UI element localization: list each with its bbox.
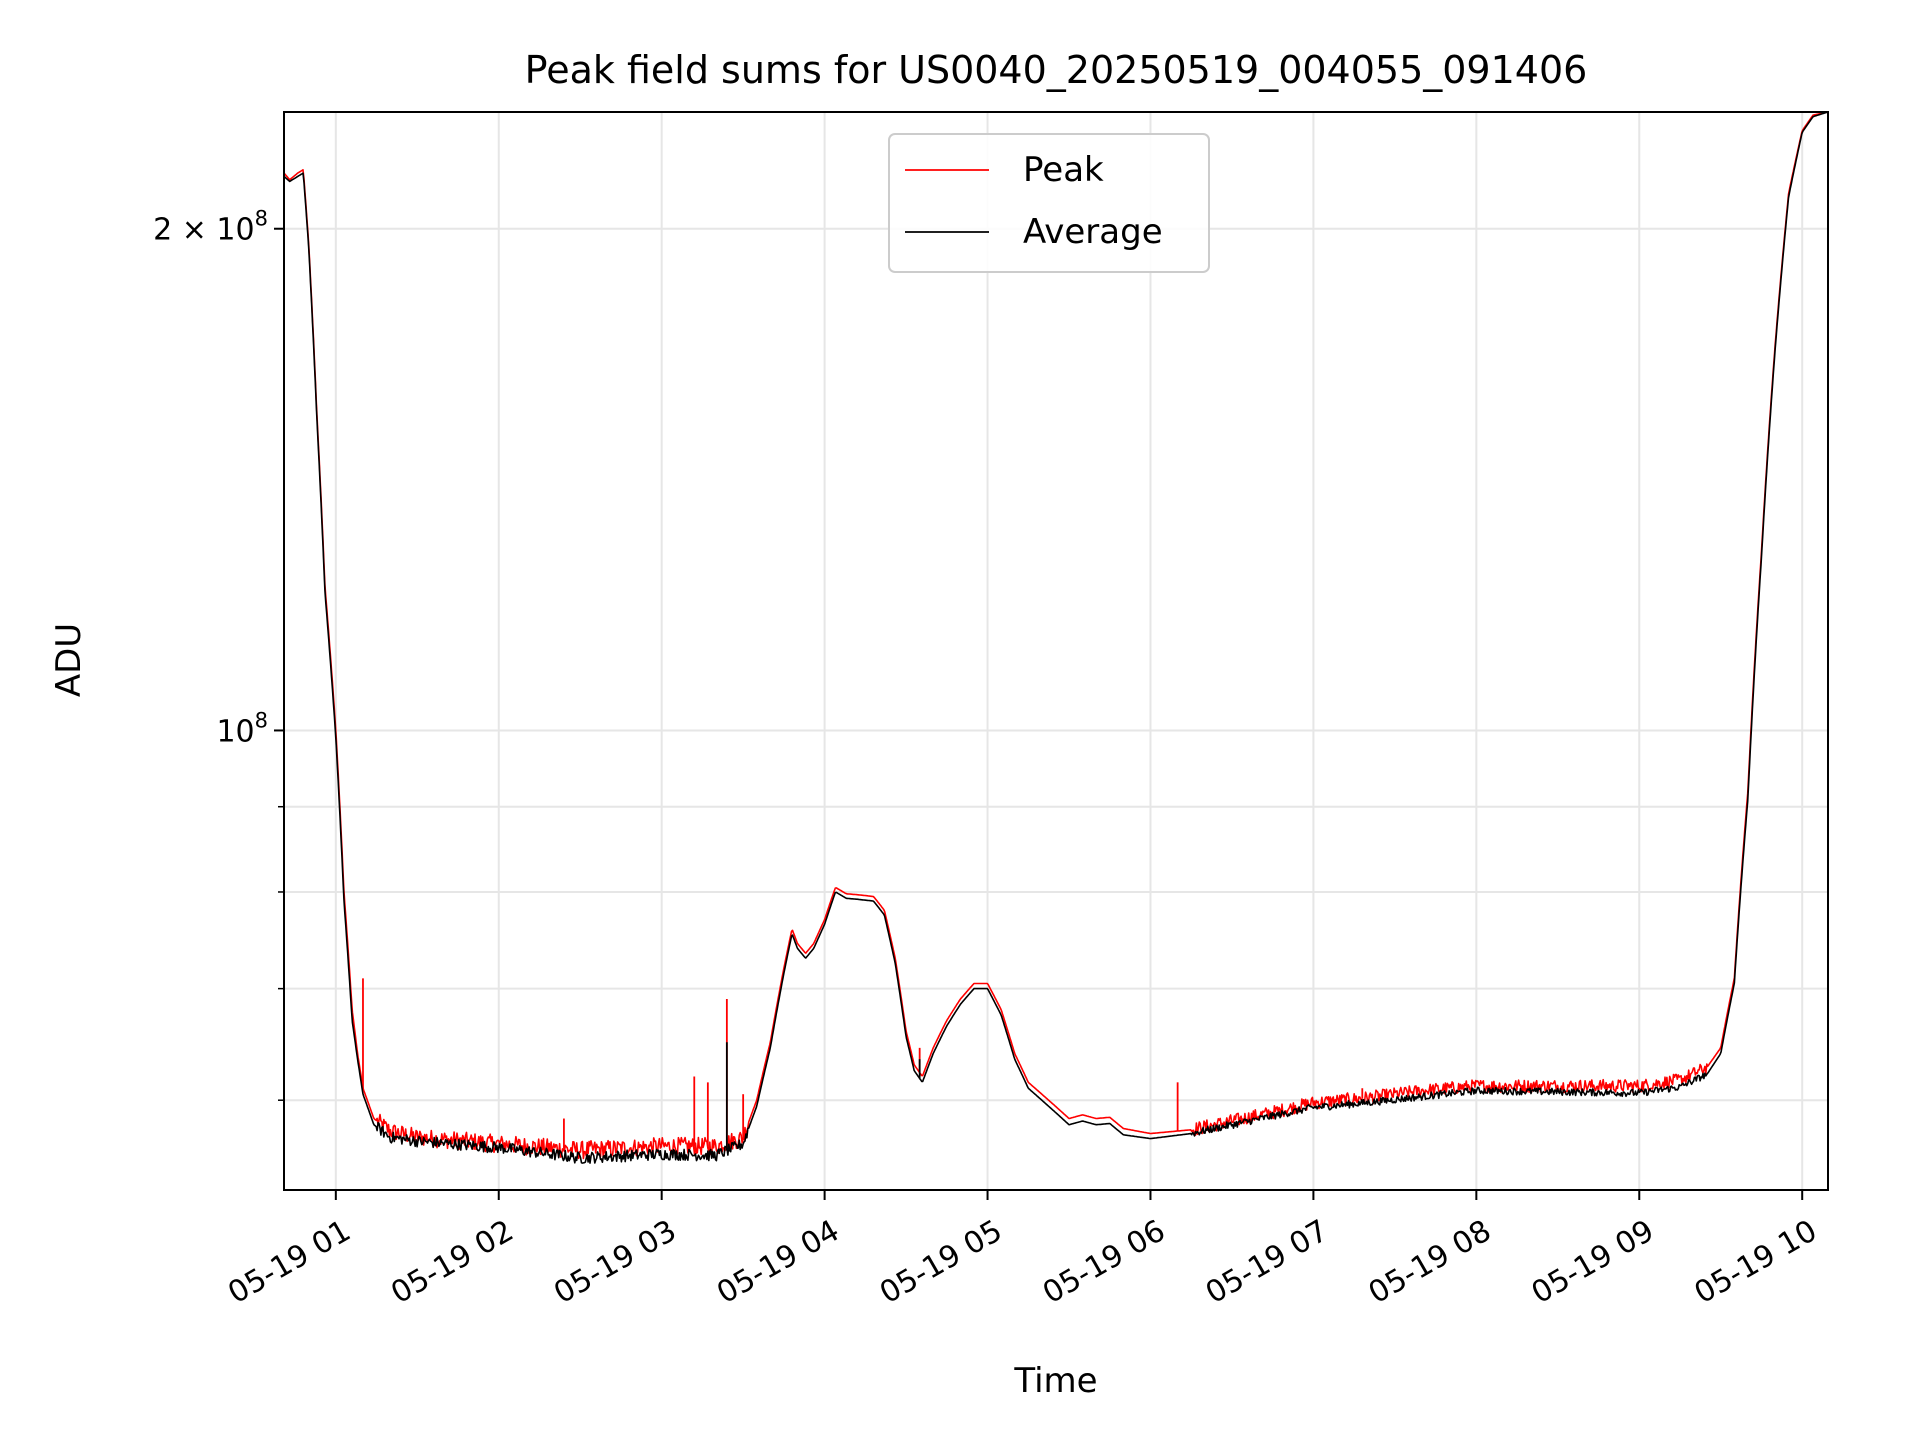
series-line-peak <box>284 112 1828 1160</box>
series-line-average <box>284 112 1828 1164</box>
grid <box>284 112 1828 1190</box>
chart-title: Peak field sums for US0040_20250519_0040… <box>525 48 1588 92</box>
y-tick-exponent: 8 <box>255 207 268 231</box>
y-axis-label: ADU <box>49 623 89 697</box>
y-tick-base: 10 <box>216 714 254 749</box>
series-layer <box>284 112 1828 1164</box>
plot-frame <box>283 111 1829 1191</box>
y-tick-exponent: 8 <box>255 708 268 732</box>
y-tick-label: 2 × 108 <box>153 207 268 248</box>
y-tick-label: 108 <box>216 708 268 749</box>
y-tick-base: 2 × 10 <box>153 213 254 248</box>
legend-box <box>888 133 1210 273</box>
legend: Peak Average <box>888 133 1210 273</box>
x-axis-label: Time <box>1013 1361 1097 1401</box>
legend-label-average: Average <box>1023 212 1163 252</box>
legend-label-peak: Peak <box>1023 150 1104 190</box>
series-average <box>284 112 1828 1164</box>
